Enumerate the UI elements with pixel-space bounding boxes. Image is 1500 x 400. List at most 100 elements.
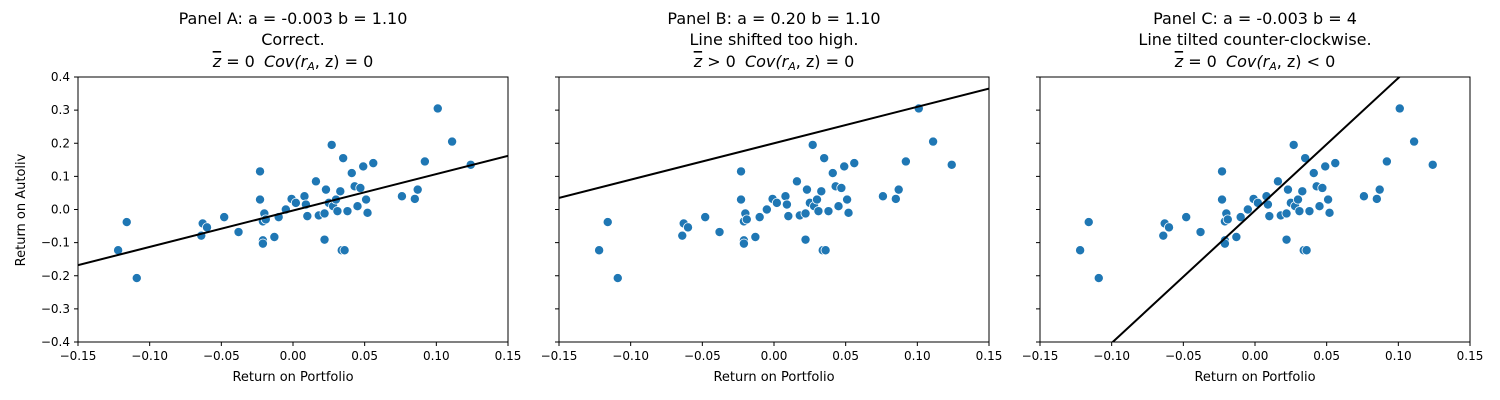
x-tick-label: −0.15 bbox=[541, 349, 578, 363]
scatter-point bbox=[352, 201, 363, 212]
scatter-point bbox=[412, 184, 423, 195]
x-tick-label: 0.00 bbox=[1242, 349, 1269, 363]
scatter-point bbox=[1300, 153, 1311, 164]
scatter-point bbox=[320, 184, 331, 195]
scatter-point bbox=[816, 186, 827, 197]
x-tick-label: −0.15 bbox=[1022, 349, 1059, 363]
scatter-point bbox=[677, 230, 688, 241]
scatter-point bbox=[1235, 212, 1246, 223]
x-tick-label: −0.15 bbox=[60, 349, 97, 363]
scatter-point bbox=[1301, 245, 1312, 256]
scatter-point bbox=[780, 191, 791, 202]
scatter-point bbox=[800, 208, 811, 219]
scatter-point bbox=[233, 227, 244, 238]
scatter-point bbox=[843, 207, 854, 218]
scatter-point bbox=[342, 206, 353, 217]
scatter-point bbox=[1158, 230, 1169, 241]
scatter-point bbox=[255, 166, 266, 177]
scatter-point bbox=[1294, 206, 1305, 217]
scatter-point bbox=[946, 159, 957, 170]
scatter-point bbox=[1288, 139, 1299, 150]
scatter-point bbox=[594, 245, 605, 256]
panel-stat-line: z = 0 Cov(rA, z) < 0 bbox=[1174, 52, 1336, 73]
scatter-point bbox=[1427, 159, 1438, 170]
y-tick-label: 0.2 bbox=[51, 136, 70, 150]
scatter-point bbox=[1093, 273, 1104, 284]
scatter-point bbox=[1083, 217, 1094, 228]
x-axis-label: Return on Portfolio bbox=[1194, 370, 1315, 385]
scatter-point bbox=[820, 245, 831, 256]
x-tick-label: 0.10 bbox=[904, 349, 931, 363]
scatter-point bbox=[893, 184, 904, 195]
x-tick-label: 0.00 bbox=[280, 349, 307, 363]
scatter-point bbox=[1217, 166, 1228, 177]
scatter-point bbox=[1195, 227, 1206, 238]
zbar-symbol: z bbox=[212, 52, 222, 71]
panel-subtitle: Correct. bbox=[261, 30, 324, 49]
scatter-point bbox=[1330, 158, 1341, 169]
scatter-point bbox=[358, 161, 369, 172]
cov-subscript: A bbox=[306, 60, 315, 73]
scatter-point bbox=[1264, 211, 1275, 222]
scatter-point bbox=[299, 191, 310, 202]
scatter-point bbox=[928, 136, 939, 147]
scatter-point bbox=[1242, 204, 1253, 215]
scatter-point bbox=[683, 222, 694, 233]
zbar-symbol: z bbox=[1174, 52, 1184, 71]
zbar-relation: = 0 bbox=[226, 52, 255, 71]
x-tick-label: 0.00 bbox=[761, 349, 788, 363]
scatter-point bbox=[836, 182, 847, 193]
scatter-point bbox=[823, 206, 834, 217]
y-tick-label: 0.4 bbox=[51, 70, 70, 84]
x-tick-label: 0.15 bbox=[976, 349, 1003, 363]
cov-text: Cov(r bbox=[745, 52, 790, 71]
scatter-point bbox=[447, 136, 458, 147]
cov-tail: , z) < 0 bbox=[1277, 52, 1336, 71]
y-tick-label: −0.1 bbox=[41, 236, 70, 250]
scatter-point bbox=[396, 191, 407, 202]
scatter-point bbox=[1281, 208, 1292, 219]
cov-subscript: A bbox=[787, 60, 796, 73]
scatter-point bbox=[1272, 176, 1283, 187]
scatter-point bbox=[833, 201, 844, 212]
scatter-point bbox=[754, 212, 765, 223]
x-tick-label: −0.10 bbox=[131, 349, 168, 363]
scatter-point bbox=[783, 211, 794, 222]
scatter-point bbox=[1371, 193, 1382, 204]
zbar-relation: > 0 bbox=[707, 52, 736, 71]
scatter-point bbox=[839, 161, 850, 172]
scatter-point bbox=[1222, 214, 1233, 225]
scatter-point bbox=[714, 227, 725, 238]
y-tick-label: 0.3 bbox=[51, 103, 70, 117]
x-tick-label: −0.05 bbox=[1165, 349, 1202, 363]
panel-subtitle: Line tilted counter-clockwise. bbox=[1138, 30, 1371, 49]
scatter-point bbox=[736, 194, 747, 205]
cov-tail: , z) = 0 bbox=[796, 52, 855, 71]
scatter-point bbox=[326, 139, 337, 150]
scatter-point bbox=[801, 184, 812, 195]
panel-c: Panel C: a = -0.003 b = 4 Line tilted co… bbox=[1022, 9, 1484, 385]
y-tick-label: 0.0 bbox=[51, 203, 70, 217]
scatter-point bbox=[409, 193, 420, 204]
x-tick-label: −0.05 bbox=[203, 349, 240, 363]
panel-title: Panel B: a = 0.20 b = 1.10 bbox=[667, 9, 880, 28]
scatter-point bbox=[1164, 222, 1175, 233]
scatter-point bbox=[827, 168, 838, 179]
scatter-point bbox=[1282, 184, 1293, 195]
scatter-point bbox=[1374, 184, 1385, 195]
y-tick-label: 0.1 bbox=[51, 169, 70, 183]
cov-subscript: A bbox=[1268, 60, 1277, 73]
panel-title: Panel A: a = -0.003 b = 1.10 bbox=[179, 9, 408, 28]
panel-stat-line: z > 0 Cov(rA, z) = 0 bbox=[693, 52, 855, 73]
regression-line bbox=[78, 154, 508, 267]
scatter-point bbox=[1358, 191, 1369, 202]
scatter-point bbox=[761, 204, 772, 215]
scatter-point bbox=[1304, 206, 1315, 217]
scatter-point bbox=[1394, 103, 1405, 114]
scatter-point bbox=[1181, 212, 1192, 223]
scatter-point bbox=[771, 197, 782, 208]
x-tick-label: 0.15 bbox=[1457, 349, 1484, 363]
scatter-point bbox=[257, 238, 268, 249]
scatter-point bbox=[332, 206, 343, 217]
scatter-point bbox=[335, 186, 346, 197]
